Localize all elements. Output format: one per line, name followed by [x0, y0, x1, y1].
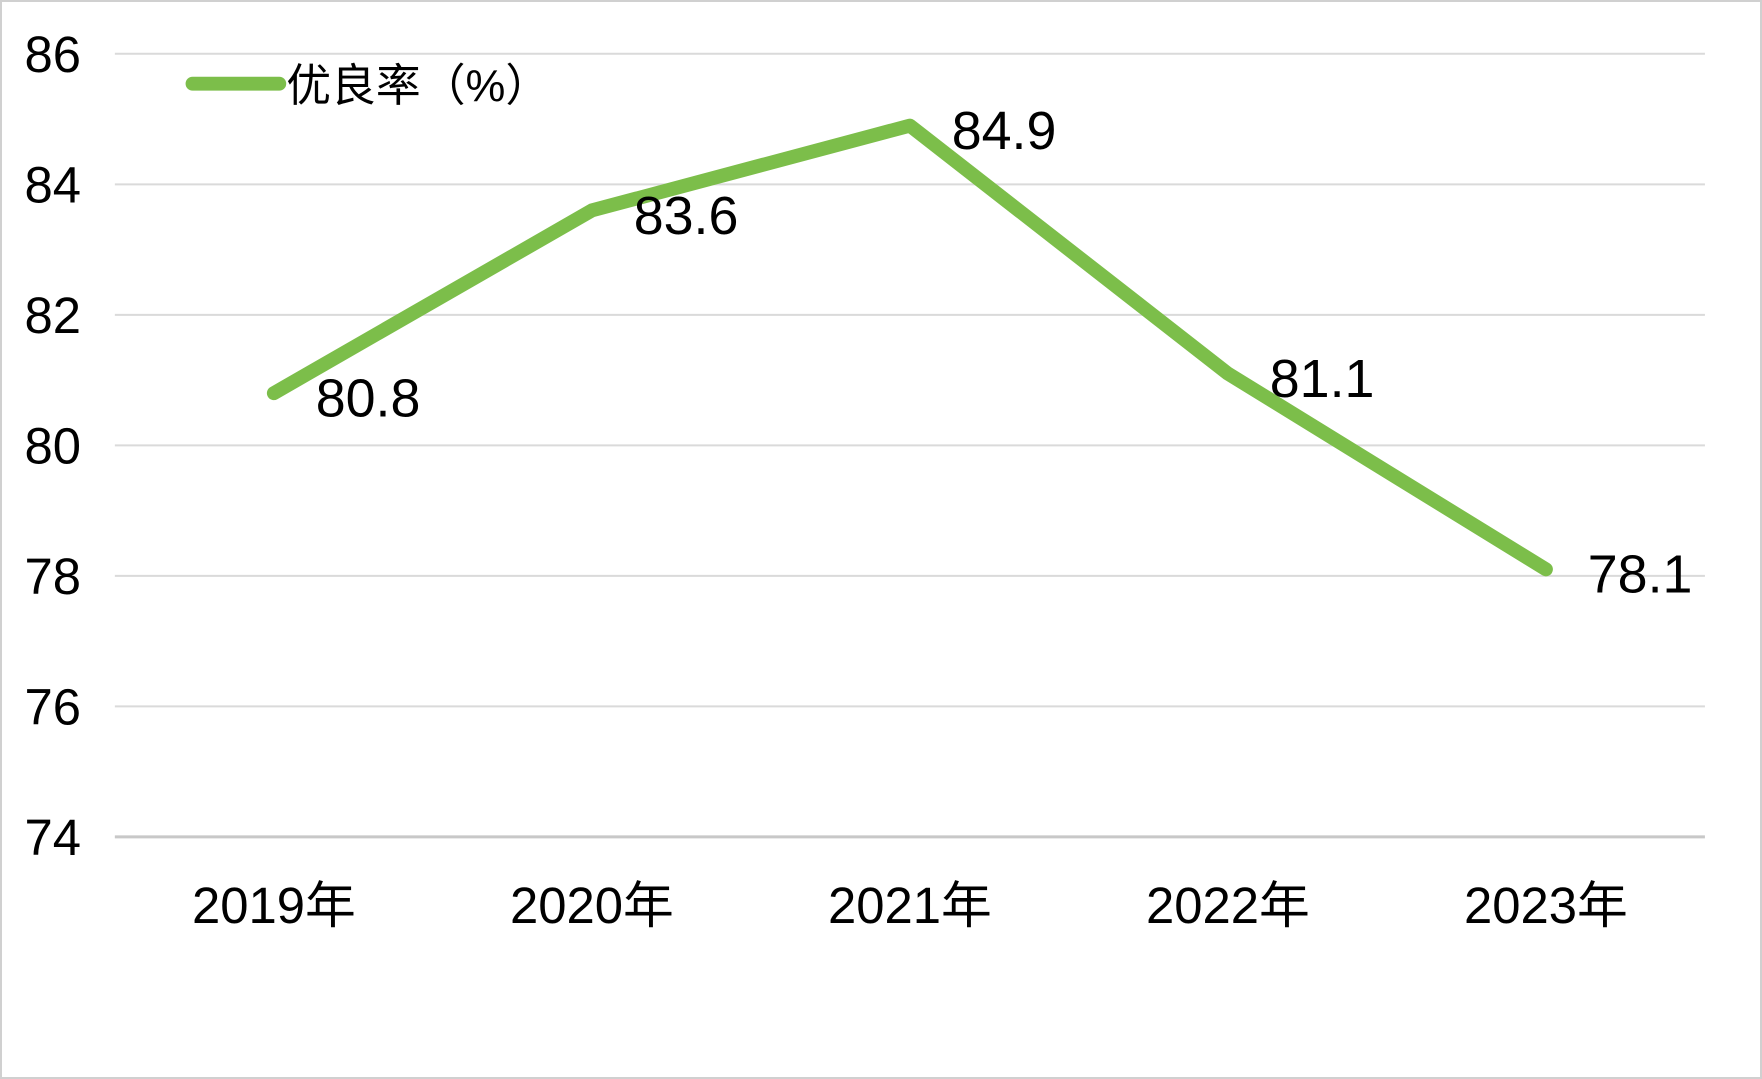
y-tick-label: 82	[24, 287, 81, 344]
x-tick-label: 2021年	[828, 877, 992, 934]
legend: 优良率（%）	[185, 60, 550, 111]
data-label: 78.1	[1588, 545, 1693, 605]
y-tick-label: 76	[24, 679, 81, 736]
series-line	[266, 118, 1553, 577]
y-tick-label: 86	[24, 26, 81, 83]
x-axis-tick-labels: 2019年 2020年 2021年 2022年 2023年	[192, 877, 1628, 934]
y-tick-label: 78	[24, 548, 81, 605]
data-label: 83.6	[634, 186, 739, 246]
data-label: 84.9	[952, 101, 1057, 161]
y-tick-label: 80	[24, 418, 81, 475]
y-axis-tick-labels: 74 76 78 80 82 84 86	[24, 26, 81, 866]
data-label: 81.1	[1270, 349, 1375, 409]
y-tick-label: 74	[24, 809, 81, 866]
gridlines-group	[114, 52, 1705, 839]
x-tick-label: 2019年	[192, 877, 356, 934]
x-tick-label: 2022年	[1146, 877, 1310, 934]
legend-label: 优良率（%）	[286, 60, 550, 111]
x-tick-label: 2020年	[510, 877, 674, 934]
data-labels-group: 80.8 83.6 84.9 81.1 78.1	[316, 101, 1693, 605]
y-tick-label: 84	[24, 157, 81, 214]
x-tick-label: 2023年	[1464, 877, 1628, 934]
data-label: 80.8	[316, 368, 421, 428]
